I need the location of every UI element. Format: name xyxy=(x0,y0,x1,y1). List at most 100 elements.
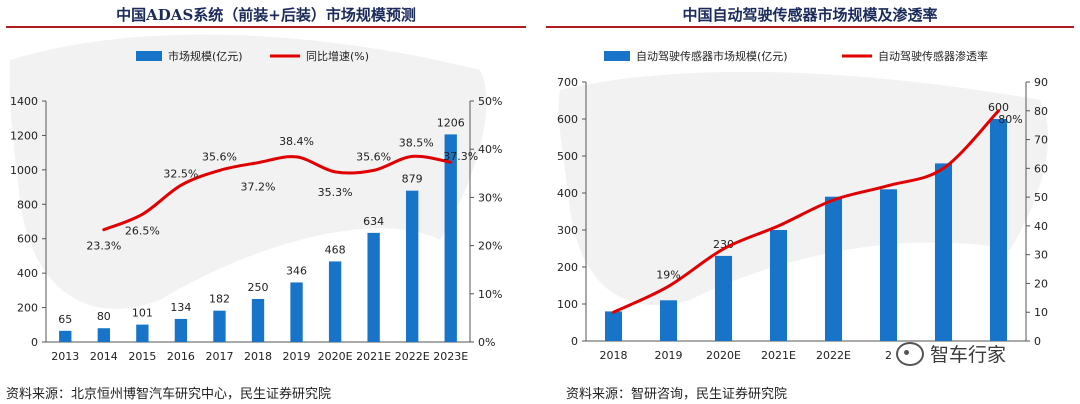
chart-panel-adas: 中国ADAS系统（前装+后装）市场规模预测 市场规模(亿元) 同比增速(%) 0 20… xyxy=(0,0,532,380)
x-tick-label: 2 xyxy=(885,349,892,362)
y2-tick-label: 10% xyxy=(478,288,502,301)
bar-value-label: 101 xyxy=(132,307,153,320)
chart-panel-sensor: 中国自动驾驶传感器市场规模及渗透率 自动驾驶传感器市场规模(亿元) 自动驾驶传感器… xyxy=(540,0,1080,380)
adas-market-chart: 市场规模(亿元) 同比增速(%) 0 200 400 600 800 1000 1200 1400… xyxy=(9,34,502,363)
x-tick-label: 2022E xyxy=(395,350,430,363)
bar-2018 xyxy=(251,298,265,342)
source-note-left: 资料来源：北京恒州博智汽车研究中心，民生证券研究院 xyxy=(6,387,332,402)
y2-tick-label: 70 xyxy=(1034,134,1048,147)
line-series-growth xyxy=(102,154,453,232)
bar-value-label: 80 xyxy=(97,310,111,323)
bar-value-label: 1206 xyxy=(437,116,465,129)
x-tick-label: 2013 xyxy=(51,350,79,363)
line-value-label: 38.5% xyxy=(399,136,434,149)
bar-2018 xyxy=(604,311,623,341)
y-tick-label: 600 xyxy=(17,233,38,246)
watermark-text: 智车行家 xyxy=(930,344,1007,366)
x-tick-label: 2020E xyxy=(706,349,741,362)
bar-2024E xyxy=(934,163,953,341)
y2-tick-label: 20 xyxy=(1034,277,1048,290)
y-tick-label: 200 xyxy=(557,261,578,274)
watermark: 智车行家 xyxy=(896,340,1006,367)
y2-tick-label: 30% xyxy=(478,191,502,204)
y-tick-label: 0 xyxy=(31,336,38,349)
line-value-label: 32.5% xyxy=(163,167,198,180)
bar-2017 xyxy=(213,310,226,342)
line-series-growth xyxy=(612,109,1000,314)
legend-swatch-bar xyxy=(136,51,162,61)
bar-2025E xyxy=(989,119,1008,341)
x-tick-label: 2021E xyxy=(356,350,391,363)
bar-value-label: 250 xyxy=(248,281,269,294)
y-tick-label: 1400 xyxy=(10,95,38,108)
bar-value-label: 468 xyxy=(325,243,346,256)
bar-2022E xyxy=(824,196,843,341)
x-tick-label: 2017 xyxy=(205,350,233,363)
y-tick-label: 700 xyxy=(557,76,578,89)
legend-label: 同比增速(%) xyxy=(306,49,369,63)
background-swoosh xyxy=(558,71,1049,306)
title-rule xyxy=(546,26,1074,28)
bar-2020E xyxy=(328,261,342,342)
title-rule xyxy=(6,26,526,28)
y2-tick-label: 60 xyxy=(1034,162,1048,175)
y2-tick-label: 0% xyxy=(478,336,495,349)
line-value-label: 37.3% xyxy=(443,150,478,163)
y-tick-label: 1000 xyxy=(10,164,38,177)
y2-tick-label: 90 xyxy=(1034,76,1048,89)
line-value-label: 37.2% xyxy=(241,181,276,194)
bar-value-label: 182 xyxy=(209,293,230,306)
y2-tick-label: 50% xyxy=(478,95,502,108)
bar-2019 xyxy=(290,282,303,342)
bar-2014 xyxy=(97,328,110,342)
y2-tick-label: 40% xyxy=(478,143,502,156)
y-tick-label: 800 xyxy=(17,198,38,211)
background-swoosh xyxy=(9,34,487,309)
legend-swatch-bar xyxy=(604,51,630,61)
x-tick-label: 2018 xyxy=(244,350,272,363)
x-tick-label: 2019 xyxy=(283,350,311,363)
x-tick-label: 2020E xyxy=(318,350,353,363)
y2-tick-label: 20% xyxy=(478,240,502,253)
legend-label: 自动驾驶传感器市场规模(亿元) xyxy=(636,49,788,63)
x-tick-label: 2023E xyxy=(433,350,468,363)
source-note-right: 资料来源：智研咨询，民生证券研究院 xyxy=(566,387,788,402)
y2-tick-label: 50 xyxy=(1034,191,1048,204)
bar-value-label: 346 xyxy=(286,264,307,277)
legend-label: 自动驾驶传感器渗透率 xyxy=(878,49,988,63)
y2-tick-label: 80 xyxy=(1034,105,1048,118)
bar-2020E xyxy=(714,255,733,341)
sensor-market-chart: 自动驾驶传感器市场规模(亿元) 自动驾驶传感器渗透率 0 100 200 300 400 50… xyxy=(557,49,1049,362)
chart-title: 中国ADAS系统（前装+后装）市场规模预测 xyxy=(116,6,416,24)
x-tick-label: 2018 xyxy=(600,349,628,362)
bar-2021E xyxy=(367,232,380,342)
bar-2019 xyxy=(659,300,678,341)
line-value-label: 35.3% xyxy=(318,186,353,199)
x-tick-label: 2022E xyxy=(816,349,851,362)
y2-tick-label: 10 xyxy=(1034,306,1048,319)
y-tick-label: 400 xyxy=(557,187,578,200)
y-tick-label: 400 xyxy=(17,267,38,280)
y-tick-label: 1200 xyxy=(10,129,38,142)
y-tick-label: 600 xyxy=(557,113,578,126)
bar-2013 xyxy=(59,330,72,342)
y2-tick-label: 0 xyxy=(1034,335,1041,348)
wechat-icon xyxy=(896,341,924,366)
y2-tick-label: 30 xyxy=(1034,249,1048,262)
legend-label: 市场规模(亿元) xyxy=(168,49,243,63)
bar-value-label: 600 xyxy=(988,101,1009,114)
chart-title: 中国自动驾驶传感器市场规模及渗透率 xyxy=(682,6,938,24)
y-tick-label: 300 xyxy=(557,224,578,237)
y-tick-label: 100 xyxy=(557,298,578,311)
x-tick-label: 2016 xyxy=(167,350,195,363)
line-value-label: 23.3% xyxy=(86,240,121,253)
line-value-label: 80% xyxy=(998,113,1022,126)
bar-value-label: 879 xyxy=(402,173,423,186)
bar-value-label: 634 xyxy=(363,215,384,228)
x-tick-label: 2014 xyxy=(90,350,118,363)
bar-value-label: 134 xyxy=(170,301,191,314)
x-tick-label: 2021E xyxy=(761,349,796,362)
bar-2015 xyxy=(136,324,149,342)
bar-value-label: 65 xyxy=(58,313,72,326)
bar-2021E xyxy=(769,230,788,341)
